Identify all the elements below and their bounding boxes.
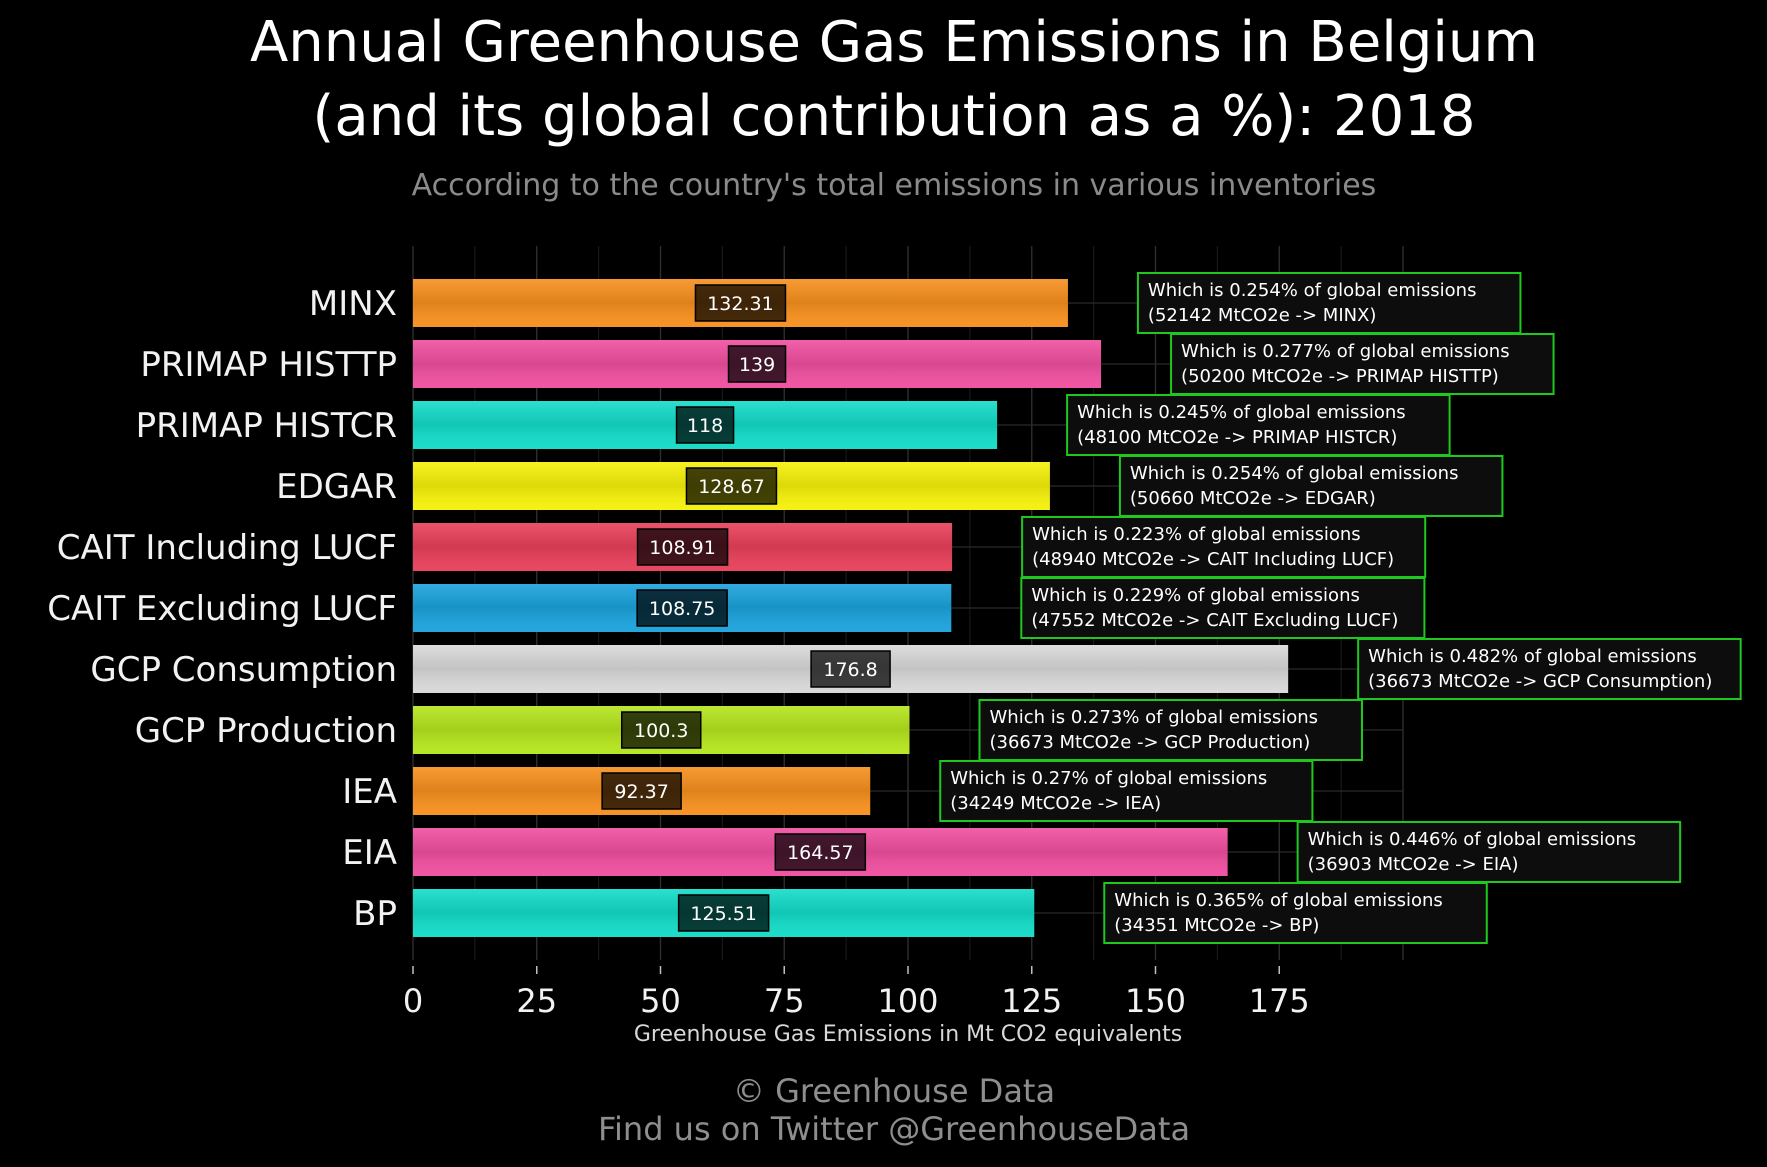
category-label: GCP Production [135,711,397,751]
value-label-box [636,589,728,627]
category-label: EIA [342,833,397,873]
value-label-box [810,650,891,688]
value-label: 128.67 [698,476,764,498]
x-tick-label: 100 [877,982,938,1020]
annotation-line2: (50200 MtCO2e -> PRIMAP HISTTP) [1181,366,1499,387]
value-label: 164.57 [787,842,853,864]
annotation-box [1021,516,1427,578]
annotation-line2: (47552 MtCO2e -> CAIT Excluding LUCF) [1031,610,1398,631]
category-label: CAIT Including LUCF [57,528,397,568]
value-label-box [727,345,787,383]
annotation-line1: Which is 0.223% of global emissions [1032,524,1361,545]
annotation-line1: Which is 0.229% of global emissions [1031,585,1360,606]
value-label: 139 [739,354,775,376]
value-label-box [677,894,770,932]
annotation-line1: Which is 0.254% of global emissions [1148,280,1477,301]
annotation-line2: (34249 MtCO2e -> IEA) [950,793,1161,814]
x-tick-label: 0 [403,982,423,1020]
value-label: 92.37 [614,781,668,803]
value-label-box [620,711,702,749]
twitter-handle-text: Find us on Twitter @GreenhouseData [597,1110,1191,1148]
annotation-box [1118,455,1504,517]
x-tick-label: 75 [764,982,805,1020]
annotation-box [978,699,1363,761]
value-label-box [685,467,778,505]
chart-title-line2: (and its global contribution as a %): 20… [312,84,1476,149]
x-tick-label: 25 [516,982,557,1020]
annotation-line1: Which is 0.273% of global emissions [989,707,1318,728]
annotation-line1: Which is 0.277% of global emissions [1181,341,1510,362]
annotation-box [1020,577,1426,639]
x-tick-label: 150 [1125,982,1186,1020]
annotation-box [939,760,1314,822]
annotation-line2: (50660 MtCO2e -> EDGAR) [1130,488,1376,509]
category-label: CAIT Excluding LUCF [47,589,397,629]
value-label: 100.3 [634,720,688,742]
annotation-line1: Which is 0.482% of global emissions [1368,646,1697,667]
annotation-line2: (48100 MtCO2e -> PRIMAP HISTCR) [1077,427,1397,448]
value-label: 118 [687,415,723,437]
chart-subtitle: According to the country's total emissio… [411,168,1377,203]
x-axis-label: Greenhouse Gas Emissions in Mt CO2 equiv… [633,1022,1183,1047]
value-label-box [774,833,867,871]
category-label: PRIMAP HISTTP [140,345,397,385]
annotation-line1: Which is 0.365% of global emissions [1114,890,1443,911]
category-label: IEA [342,772,397,812]
x-axis: 0 25 50 75 100 125 150 175 [403,966,1310,1020]
annotation-box [1296,821,1682,883]
annotation-line2: (52142 MtCO2e -> MINX) [1148,305,1377,326]
copyright-text: © Greenhouse Data [732,1072,1056,1110]
annotation-line1: Which is 0.27% of global emissions [950,768,1267,789]
category-label: BP [353,894,397,934]
chart-title: Annual Greenhouse Gas Emissions in Belgi… [0,6,1767,154]
annotation-line1: Which is 0.245% of global emissions [1077,402,1406,423]
value-label: 132.31 [707,293,773,315]
annotation-line2: (36903 MtCO2e -> EIA) [1308,854,1519,875]
category-label: PRIMAP HISTCR [136,406,397,446]
x-tick-label: 175 [1249,982,1310,1020]
x-tick-label: 50 [640,982,681,1020]
value-label: 125.51 [690,903,756,925]
value-label-box [601,772,682,810]
chart-title-line1: Annual Greenhouse Gas Emissions in Belgi… [250,10,1538,75]
annotation-line1: Which is 0.254% of global emissions [1130,463,1459,484]
footer: © Greenhouse Data Find us on Twitter @Gr… [0,1072,1767,1148]
bars: MINX 132.31 Which is 0.254% of global emis… [47,272,1742,944]
annotation-line2: (34351 MtCO2e -> BP) [1114,915,1319,936]
annotation-box [1103,882,1488,944]
annotation-line2: (36673 MtCO2e -> GCP Production) [989,732,1310,753]
category-label: MINX [309,284,397,324]
annotation-line1: Which is 0.446% of global emissions [1308,829,1637,850]
annotation-box [1357,638,1742,700]
value-label: 176.8 [823,659,877,681]
value-label-box [694,284,787,322]
value-label: 108.91 [649,537,715,559]
category-label: EDGAR [276,467,397,507]
value-label-box [675,406,735,444]
x-tick-label: 125 [1001,982,1062,1020]
annotation-line2: (48940 MtCO2e -> CAIT Including LUCF) [1032,549,1394,570]
value-label: 108.75 [649,598,715,620]
annotation-line2: (36673 MtCO2e -> GCP Consumption) [1368,671,1712,692]
category-label: GCP Consumption [90,650,397,690]
annotation-box [1066,394,1451,456]
value-label-box [636,528,729,566]
annotation-box [1136,272,1522,334]
